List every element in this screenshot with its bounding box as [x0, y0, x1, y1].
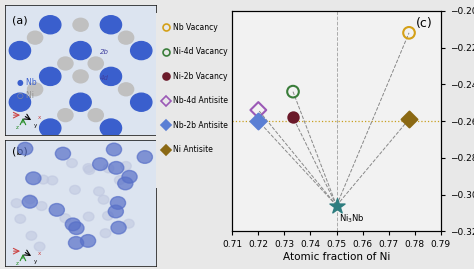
Circle shape [9, 41, 30, 60]
Circle shape [26, 231, 36, 240]
Text: Nb-4d Antisite: Nb-4d Antisite [173, 96, 228, 105]
Circle shape [84, 165, 95, 174]
Text: Nb Vacancy: Nb Vacancy [173, 23, 218, 32]
Point [405, 31, 413, 35]
Text: y: y [34, 259, 37, 264]
Circle shape [98, 195, 109, 204]
Text: 2b: 2b [100, 49, 109, 55]
Point [289, 115, 297, 119]
Circle shape [40, 119, 61, 137]
Text: ○ Ni: ○ Ni [17, 91, 34, 100]
Circle shape [18, 142, 33, 155]
Circle shape [34, 242, 45, 251]
Circle shape [109, 161, 124, 174]
Circle shape [111, 221, 126, 234]
Circle shape [83, 212, 94, 221]
Point [255, 119, 262, 123]
Text: 4d: 4d [100, 75, 109, 81]
Text: y: y [34, 123, 37, 128]
Circle shape [88, 57, 103, 70]
Circle shape [49, 204, 64, 216]
Circle shape [27, 31, 43, 44]
Circle shape [118, 177, 133, 190]
Circle shape [100, 16, 121, 34]
Circle shape [73, 18, 88, 31]
Circle shape [137, 151, 153, 163]
Circle shape [120, 161, 131, 170]
Point [333, 203, 340, 208]
Circle shape [110, 197, 126, 209]
Circle shape [27, 83, 43, 96]
Circle shape [124, 219, 134, 228]
Circle shape [22, 196, 37, 208]
Circle shape [70, 41, 91, 60]
Text: Ni Antisite: Ni Antisite [173, 145, 213, 154]
Text: Nb-2b Antisite: Nb-2b Antisite [173, 121, 228, 130]
Circle shape [58, 109, 73, 122]
Circle shape [65, 218, 81, 231]
Circle shape [36, 201, 47, 210]
Point [289, 90, 297, 94]
Circle shape [70, 93, 91, 111]
Circle shape [70, 185, 80, 194]
Circle shape [40, 16, 61, 34]
Point [405, 117, 413, 121]
Text: x: x [38, 251, 41, 256]
Circle shape [92, 158, 108, 171]
Circle shape [100, 119, 121, 137]
Circle shape [60, 214, 71, 223]
Circle shape [69, 222, 84, 235]
Circle shape [15, 214, 26, 223]
Circle shape [103, 164, 114, 173]
Circle shape [9, 93, 30, 111]
Point [255, 108, 262, 112]
Circle shape [55, 147, 71, 160]
Circle shape [94, 187, 104, 196]
Circle shape [88, 109, 103, 122]
Circle shape [118, 83, 134, 96]
Circle shape [11, 199, 22, 208]
Circle shape [118, 31, 134, 44]
Circle shape [114, 176, 125, 185]
Circle shape [131, 41, 152, 60]
Circle shape [68, 237, 83, 249]
Text: z: z [15, 125, 18, 130]
Text: (c): (c) [416, 17, 432, 30]
Circle shape [26, 172, 41, 185]
Text: Ni$_3$Nb: Ni$_3$Nb [339, 213, 365, 225]
Circle shape [38, 175, 49, 184]
Text: (a): (a) [12, 16, 28, 26]
Text: Ni-2b Vacancy: Ni-2b Vacancy [173, 72, 228, 81]
Circle shape [106, 143, 121, 156]
Circle shape [58, 57, 73, 70]
Circle shape [83, 164, 94, 172]
Circle shape [25, 195, 36, 204]
Text: ● Nb: ● Nb [17, 79, 36, 87]
Circle shape [102, 211, 113, 220]
Circle shape [131, 93, 152, 111]
Text: x: x [38, 115, 41, 120]
Circle shape [73, 70, 88, 83]
Text: z: z [15, 261, 18, 266]
Circle shape [40, 67, 61, 86]
Circle shape [67, 159, 77, 168]
Circle shape [100, 229, 111, 238]
Text: (b): (b) [12, 146, 28, 156]
Circle shape [47, 176, 58, 185]
Circle shape [81, 235, 96, 247]
Circle shape [100, 67, 121, 86]
Circle shape [122, 171, 137, 183]
Circle shape [108, 205, 123, 218]
Text: Ni-4d Vacancy: Ni-4d Vacancy [173, 47, 228, 56]
X-axis label: Atomic fraction of Ni: Atomic fraction of Ni [283, 252, 390, 262]
